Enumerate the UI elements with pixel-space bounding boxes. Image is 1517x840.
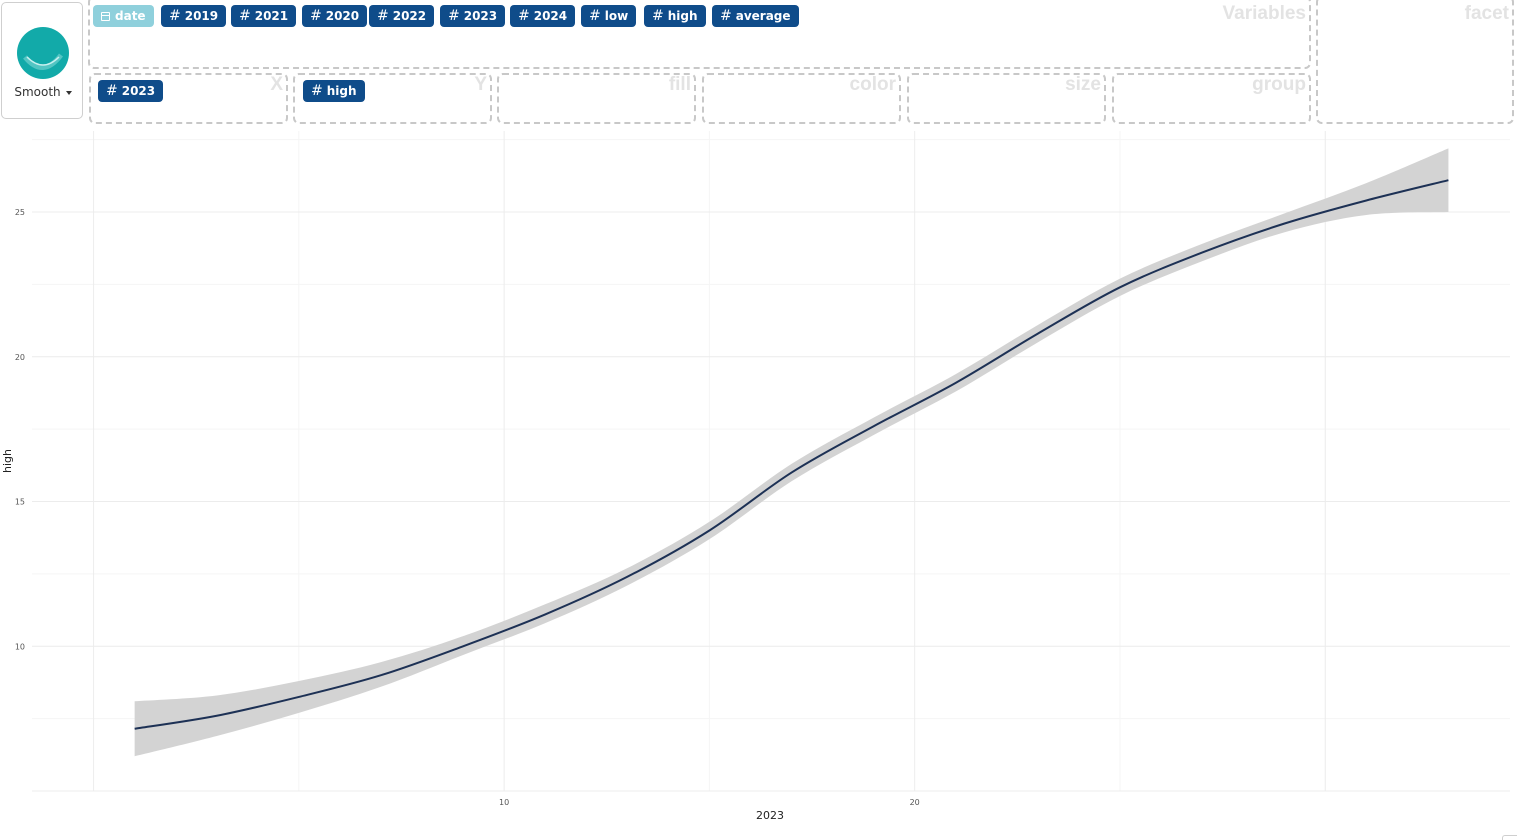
x-axis-label: 2023 <box>756 809 784 822</box>
confidence-band <box>134 148 1449 757</box>
x-assigned-pill-2023[interactable]: #2023 <box>98 80 164 102</box>
hash-icon: # <box>311 83 323 99</box>
x-drop-zone[interactable]: X <box>89 73 288 124</box>
x-zone-label: X <box>270 74 283 95</box>
hash-icon: # <box>310 8 322 24</box>
caret-down-icon <box>65 90 72 95</box>
size-zone-label: size <box>1065 74 1101 95</box>
hash-icon: # <box>652 8 664 24</box>
y-tick-labels: 10 15 20 25 <box>15 208 25 651</box>
color-zone-label: color <box>849 74 896 95</box>
geom-selector-label: Smooth <box>2 85 84 99</box>
y-zone-label: Y <box>474 74 487 95</box>
fill-drop-zone[interactable]: fill <box>497 73 696 124</box>
hash-icon: # <box>720 8 732 24</box>
resize-handle[interactable] <box>1502 835 1517 840</box>
variable-pill-2022[interactable]: #2022 <box>369 5 435 27</box>
group-drop-zone[interactable]: group <box>1112 73 1311 124</box>
variable-pill-2021[interactable]: #2021 <box>231 5 297 27</box>
x-tick-labels: 10 20 <box>499 798 920 807</box>
y-assigned-pill-high[interactable]: # high <box>303 80 365 102</box>
variable-pill-high[interactable]: # high <box>644 5 706 27</box>
color-drop-zone[interactable]: color <box>702 73 901 124</box>
hash-icon: # <box>589 8 601 24</box>
geom-selector[interactable]: Smooth <box>1 2 83 119</box>
x-tick-label: 20 <box>910 798 920 807</box>
variable-pill-2023[interactable]: #2023 <box>440 5 506 27</box>
facet-zone[interactable]: facet <box>1316 0 1514 124</box>
variables-zone-label: Variables <box>1222 3 1306 24</box>
calendar-icon <box>101 12 110 21</box>
hash-icon: # <box>377 8 389 24</box>
x-tick-label: 10 <box>499 798 509 807</box>
size-drop-zone[interactable]: size <box>907 73 1106 124</box>
smooth-trend-line <box>134 179 1449 730</box>
group-zone-label: group <box>1252 74 1306 95</box>
fill-zone-label: fill <box>668 74 691 95</box>
smooth-geom-icon <box>17 27 69 79</box>
hash-icon: # <box>239 8 251 24</box>
y-tick-label: 10 <box>15 642 25 651</box>
hash-icon: # <box>106 83 118 99</box>
hash-icon: # <box>169 8 181 24</box>
y-tick-label: 25 <box>15 208 25 217</box>
y-tick-label: 15 <box>15 498 25 507</box>
variable-pill-average[interactable]: # average <box>712 5 799 27</box>
hash-icon: # <box>518 8 530 24</box>
variable-pill-low[interactable]: # low <box>581 5 637 27</box>
smooth-chart: 10 15 20 25 10 20 2023 high <box>1 131 1510 822</box>
variables-zone[interactable]: Variables <box>88 0 1311 69</box>
variable-pill-2020[interactable]: #2020 <box>302 5 368 27</box>
facet-zone-label: facet <box>1464 3 1509 24</box>
variable-pill-date[interactable]: date <box>93 5 154 27</box>
y-drop-zone[interactable]: Y <box>293 73 492 124</box>
hash-icon: # <box>448 8 460 24</box>
variable-pill-2019[interactable]: #2019 <box>161 5 227 27</box>
grid-minor <box>32 131 1510 791</box>
y-tick-label: 20 <box>15 353 25 362</box>
y-axis-label: high <box>1 449 14 473</box>
variable-pill-2024[interactable]: #2024 <box>510 5 576 27</box>
grid-major <box>32 131 1510 792</box>
